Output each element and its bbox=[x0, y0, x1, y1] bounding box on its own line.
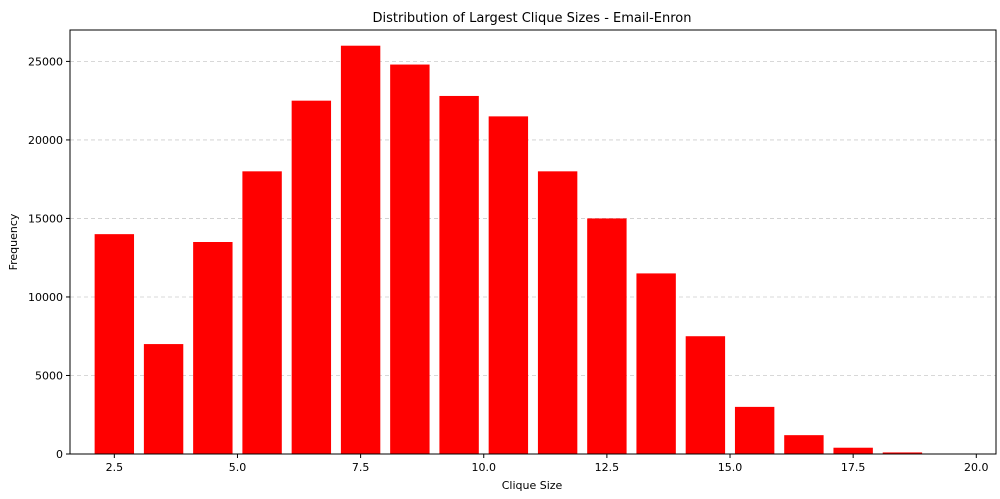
bar bbox=[439, 96, 478, 454]
bar bbox=[144, 344, 183, 454]
bar bbox=[341, 46, 380, 454]
bar bbox=[833, 448, 872, 454]
bar bbox=[390, 65, 429, 454]
bar bbox=[538, 171, 577, 454]
bar bbox=[784, 435, 823, 454]
x-tick-label: 2.5 bbox=[106, 461, 124, 474]
y-tick-label: 20000 bbox=[28, 134, 63, 147]
x-axis-label: Clique Size bbox=[502, 479, 563, 492]
bars bbox=[95, 46, 972, 454]
bar bbox=[292, 101, 331, 454]
x-tick-label: 17.5 bbox=[841, 461, 866, 474]
bar bbox=[636, 273, 675, 454]
x-tick-label: 12.5 bbox=[595, 461, 620, 474]
bar bbox=[489, 116, 528, 454]
bar bbox=[587, 218, 626, 454]
x-tick-label: 5.0 bbox=[229, 461, 247, 474]
y-tick-label: 25000 bbox=[28, 55, 63, 68]
y-tick-label: 5000 bbox=[35, 369, 63, 382]
y-tick-label: 15000 bbox=[28, 212, 63, 225]
x-axis-ticks: 2.5 5.0 7.5 10.0 12.5 15.0 17.5 20.0 bbox=[106, 454, 989, 474]
bar bbox=[95, 234, 134, 454]
y-axis-ticks: 0 5000 10000 15000 20000 25000 bbox=[28, 55, 70, 461]
bar bbox=[686, 336, 725, 454]
bar bbox=[735, 407, 774, 454]
x-tick-label: 20.0 bbox=[964, 461, 989, 474]
x-tick-label: 7.5 bbox=[352, 461, 370, 474]
y-tick-label: 0 bbox=[56, 448, 63, 461]
y-tick-label: 10000 bbox=[28, 291, 63, 304]
x-tick-label: 10.0 bbox=[471, 461, 496, 474]
bar bbox=[242, 171, 281, 454]
bar bbox=[193, 242, 232, 454]
x-tick-label: 15.0 bbox=[718, 461, 743, 474]
chart-title: Distribution of Largest Clique Sizes - E… bbox=[372, 11, 691, 26]
y-axis-label: Frequency bbox=[7, 213, 20, 270]
